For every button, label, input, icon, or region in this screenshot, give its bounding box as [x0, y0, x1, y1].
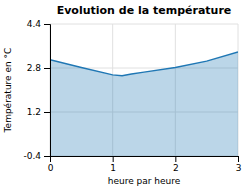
- tick-label: 3: [236, 163, 242, 173]
- tick-label: 1: [110, 163, 116, 173]
- area: [50, 52, 238, 156]
- tick-label: 1.2: [27, 107, 41, 117]
- plot-area: [50, 52, 238, 156]
- tick-mark: [44, 156, 50, 157]
- tick: 1: [110, 156, 116, 173]
- tick-label: 4.4: [27, 19, 42, 29]
- y-axis: -0.4 1.2 2.8 4.4: [23, 19, 50, 161]
- tick: 2.8: [27, 63, 50, 73]
- tick: 0: [48, 156, 54, 173]
- x-axis: 0 1 2 3: [48, 156, 242, 173]
- tick: -0.4: [23, 151, 50, 161]
- tick: 3: [236, 156, 242, 173]
- chart: 0 1 2 3 -0.4 1.2 2.8 4.4 Evolution de la tempéra…: [0, 0, 250, 188]
- x-axis-label: heure par heure: [108, 176, 181, 186]
- tick-mark: [238, 156, 239, 162]
- tick-label: 2: [173, 163, 179, 173]
- line: [50, 52, 238, 76]
- tick-label: 0: [48, 163, 54, 173]
- tick-mark: [113, 156, 114, 162]
- tick: 1.2: [27, 107, 50, 117]
- tick-label: -0.4: [23, 151, 41, 161]
- axis-line: [44, 25, 51, 157]
- tick-mark: [175, 156, 176, 162]
- y-axis-label: Température en °C: [3, 48, 13, 134]
- grid: [50, 24, 238, 156]
- tick: 2: [173, 156, 179, 173]
- axis-line: [51, 157, 239, 163]
- title: Evolution de la température: [57, 4, 232, 17]
- tick-mark: [44, 68, 50, 69]
- tick-mark: [44, 112, 50, 113]
- tick-label: 2.8: [27, 63, 42, 73]
- grid-line: [50, 24, 238, 25]
- tick: 4.4: [27, 19, 50, 29]
- tick-mark: [44, 24, 50, 25]
